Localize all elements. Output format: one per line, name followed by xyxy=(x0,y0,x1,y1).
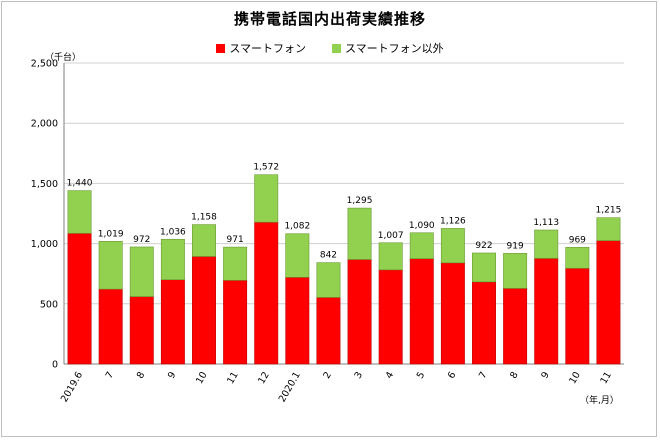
total-data-label: 1,113 xyxy=(533,218,559,228)
bar-smartphone xyxy=(254,221,279,365)
legend-swatch-non-smartphone xyxy=(332,43,341,53)
bar-non-smartphone xyxy=(67,190,92,234)
total-data-label: 969 xyxy=(569,235,586,245)
bar-smartphone xyxy=(347,259,372,365)
bar-smartphone xyxy=(285,277,310,365)
total-data-label: 1,082 xyxy=(284,222,310,232)
total-data-label: 1,215 xyxy=(596,206,622,216)
bar-smartphone xyxy=(472,281,496,365)
total-data-label: 1,295 xyxy=(347,196,373,206)
bar-smartphone xyxy=(98,288,123,365)
total-data-label: 1,572 xyxy=(253,163,279,173)
y-tick-label: 2,500 xyxy=(31,59,58,70)
x-tick-label: 8 xyxy=(135,370,148,381)
bar-smartphone xyxy=(192,256,216,365)
bar-non-smartphone xyxy=(316,262,341,298)
bar-non-smartphone xyxy=(254,174,279,223)
bar-smartphone xyxy=(409,258,434,365)
bar-non-smartphone xyxy=(285,233,310,278)
bar-smartphone xyxy=(378,269,403,365)
total-data-label: 971 xyxy=(227,235,244,245)
x-tick-label: 11 xyxy=(225,370,241,386)
legend-swatch-smartphone xyxy=(216,43,226,53)
bar-non-smartphone xyxy=(129,246,154,297)
bar-smartphone xyxy=(316,297,341,365)
bar-non-smartphone xyxy=(98,241,123,290)
chart-legend: スマートフォン スマートフォン以外 xyxy=(0,40,660,56)
y-tick-label: 2,000 xyxy=(31,119,58,130)
x-tick-label: 4 xyxy=(384,370,397,381)
legend-item-smartphone: スマートフォン xyxy=(216,40,306,56)
bar-non-smartphone xyxy=(565,247,590,269)
x-tick-label: 2 xyxy=(321,370,334,381)
x-tick-label: 9 xyxy=(166,370,179,381)
x-tick-label: 7 xyxy=(477,370,490,381)
bar-non-smartphone xyxy=(347,207,372,260)
x-tick-label: 3 xyxy=(353,370,366,381)
total-data-label: 842 xyxy=(320,251,337,261)
y-tick-label: 0 xyxy=(52,360,58,371)
bar-non-smartphone xyxy=(596,217,621,241)
bar-smartphone xyxy=(503,288,528,365)
bar-non-smartphone xyxy=(160,238,185,281)
bar-smartphone xyxy=(160,279,185,365)
x-tick-label: 6 xyxy=(446,370,459,381)
total-data-label: 1,090 xyxy=(409,221,435,231)
total-data-label: 1,126 xyxy=(440,216,466,226)
total-data-label: 922 xyxy=(475,241,492,251)
bar-non-smartphone xyxy=(534,229,559,259)
bar-smartphone xyxy=(534,258,559,365)
bar-non-smartphone xyxy=(503,253,528,289)
bar-non-smartphone xyxy=(192,224,216,257)
bar-non-smartphone xyxy=(223,246,248,281)
total-data-label: 1,158 xyxy=(191,213,217,223)
y-tick-label: 1,500 xyxy=(31,179,58,190)
total-data-label: 972 xyxy=(133,235,150,245)
legend-label-non-smartphone: スマートフォン以外 xyxy=(345,42,444,55)
bar-smartphone xyxy=(596,240,621,365)
x-tick-label: 10 xyxy=(194,370,210,386)
y-axis-unit-label: （千台） xyxy=(45,53,82,63)
x-tick-label: 11 xyxy=(598,370,614,386)
x-tick-label: 7 xyxy=(104,370,117,381)
y-tick-label: 500 xyxy=(40,299,58,310)
total-data-label: 919 xyxy=(507,241,524,251)
bar-smartphone xyxy=(223,280,248,365)
x-axis-unit-label: （年,月） xyxy=(580,396,619,406)
total-data-label: 1,036 xyxy=(160,227,186,237)
x-tick-label: 2019.6 xyxy=(59,370,85,404)
x-tick-label: 10 xyxy=(567,370,583,386)
bar-smartphone xyxy=(67,233,92,365)
bar-non-smartphone xyxy=(378,242,403,271)
x-tick-label: 5 xyxy=(415,370,428,381)
bar-smartphone xyxy=(129,296,154,365)
bar-smartphone xyxy=(440,262,465,365)
x-tick-label: 9 xyxy=(539,370,552,381)
x-tick-label: 12 xyxy=(256,370,272,386)
total-data-label: 1,019 xyxy=(98,229,124,239)
x-tick-label: 2020.1 xyxy=(277,370,303,404)
x-tick-label: 8 xyxy=(508,370,521,381)
legend-item-non-smartphone: スマートフォン以外 xyxy=(332,40,444,56)
bar-non-smartphone xyxy=(409,232,434,259)
chart-title: 携帯電話国内出荷実績推移 xyxy=(233,10,426,28)
y-tick-label: 1,000 xyxy=(31,239,58,250)
bar-non-smartphone xyxy=(440,228,465,264)
total-data-label: 1,007 xyxy=(378,231,404,241)
bar-non-smartphone xyxy=(472,252,496,283)
bar-smartphone xyxy=(565,267,590,365)
total-data-label: 1,440 xyxy=(67,179,93,189)
legend-label-smartphone: スマートフォン xyxy=(229,42,306,55)
